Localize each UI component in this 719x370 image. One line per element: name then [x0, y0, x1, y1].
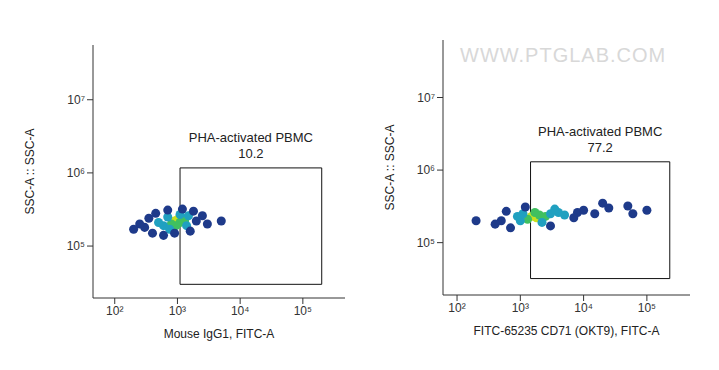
svg-text:10⁵: 10⁵	[67, 239, 85, 253]
svg-text:10⁶: 10⁶	[417, 163, 435, 177]
svg-text:10⁵: 10⁵	[294, 304, 312, 318]
svg-text:SSC-A :: SSC-A: SSC-A :: SSC-A	[23, 128, 37, 214]
svg-text:10⁷: 10⁷	[67, 93, 85, 107]
svg-text:Mouse IgG1, FITC-A: Mouse IgG1, FITC-A	[164, 327, 275, 341]
svg-text:10⁷: 10⁷	[417, 91, 435, 105]
svg-text:10⁵: 10⁵	[417, 236, 435, 250]
svg-text:10.2: 10.2	[238, 146, 263, 161]
svg-text:77.2: 77.2	[588, 140, 613, 155]
svg-text:PHA-activated PBMC: PHA-activated PBMC	[538, 124, 662, 139]
svg-text:10³: 10³	[512, 301, 529, 315]
svg-text:SSC-A :: SSC-A: SSC-A :: SSC-A	[383, 124, 397, 210]
svg-text:PHA-activated PBMC: PHA-activated PBMC	[189, 130, 313, 145]
svg-text:10⁵: 10⁵	[638, 301, 656, 315]
svg-text:10⁶: 10⁶	[67, 166, 85, 180]
html-text:WWW.PTGLAB.COM: WWW.PTGLAB.COM	[460, 44, 667, 66]
svg-text:10³: 10³	[169, 304, 186, 318]
svg-text:FITC-65235 CD71 (OKT9), FITC-A: FITC-65235 CD71 (OKT9), FITC-A	[473, 324, 659, 338]
svg-text:10²: 10²	[106, 304, 123, 318]
svg-text:10⁴: 10⁴	[574, 301, 593, 315]
svg-text:10⁴: 10⁴	[231, 304, 250, 318]
svg-text:10²: 10²	[448, 301, 465, 315]
